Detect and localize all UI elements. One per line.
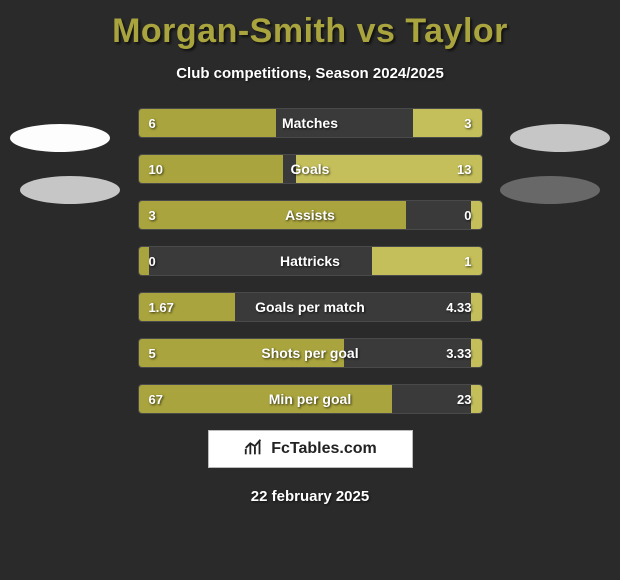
date-label: 22 february 2025 (0, 488, 620, 505)
stat-row: 53.33Shots per goal (138, 338, 483, 368)
stat-value-left: 1.67 (149, 293, 174, 321)
decor-ellipse-right-top (510, 124, 610, 152)
stat-value-right: 0 (464, 201, 471, 229)
stat-value-right: 3 (464, 109, 471, 137)
subtitle: Club competitions, Season 2024/2025 (0, 65, 620, 82)
brand-text: FcTables.com (271, 440, 377, 458)
title-vs: vs (357, 12, 396, 50)
stat-row: 1013Goals (138, 154, 483, 184)
stat-value-right: 23 (457, 385, 471, 413)
stat-bar-right (471, 385, 481, 413)
stat-value-left: 3 (149, 201, 156, 229)
decor-ellipse-right-bottom (500, 176, 600, 204)
stat-value-right: 13 (457, 155, 471, 183)
stat-value-right: 1 (464, 247, 471, 275)
title-player-a: Morgan-Smith (112, 12, 347, 50)
stat-value-left: 10 (149, 155, 163, 183)
stat-value-left: 6 (149, 109, 156, 137)
stat-value-right: 4.33 (446, 293, 471, 321)
stat-row: 01Hattricks (138, 246, 483, 276)
stat-row: 63Matches (138, 108, 483, 138)
stat-value-left: 67 (149, 385, 163, 413)
stats-chart: 63Matches1013Goals30Assists01Hattricks1.… (138, 108, 483, 414)
stat-bar-left (139, 339, 345, 367)
stat-row: 6723Min per goal (138, 384, 483, 414)
stat-bar-right (471, 201, 481, 229)
stat-bar-left (139, 201, 407, 229)
stat-bar-left (139, 385, 393, 413)
decor-ellipse-left-top (10, 124, 110, 152)
page-title: Morgan-Smith vs Taylor (0, 12, 620, 51)
stat-value-left: 5 (149, 339, 156, 367)
brand-badge: FcTables.com (208, 430, 413, 468)
stat-bar-right (471, 293, 481, 321)
decor-ellipse-left-bottom (20, 176, 120, 204)
chart-icon (243, 436, 265, 463)
stat-bar-left (139, 109, 276, 137)
title-player-b: Taylor (405, 12, 508, 50)
stat-value-right: 3.33 (446, 339, 471, 367)
stat-row: 30Assists (138, 200, 483, 230)
stat-bar-right (296, 155, 481, 183)
stat-bar-left (139, 247, 149, 275)
stat-value-left: 0 (149, 247, 156, 275)
stat-row: 1.674.33Goals per match (138, 292, 483, 322)
stat-bar-right (471, 339, 481, 367)
